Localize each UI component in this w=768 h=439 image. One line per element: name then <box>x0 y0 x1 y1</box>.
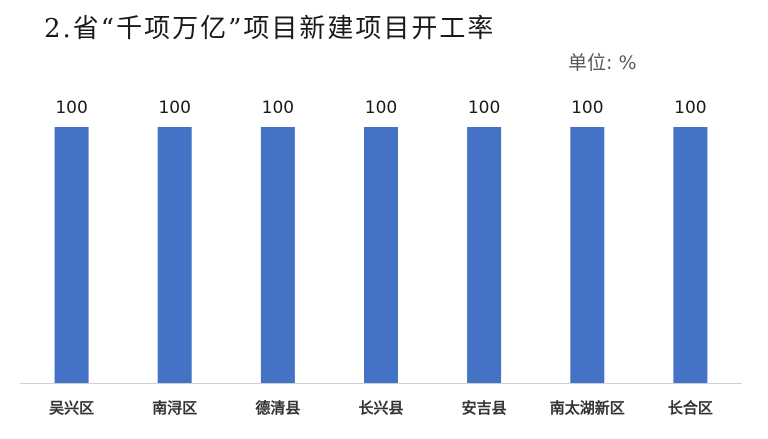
category-label-0: 吴兴区 <box>49 399 94 417</box>
category-label-3: 长兴县 <box>358 399 403 417</box>
value-label-3: 100 <box>365 98 397 118</box>
category-label-5: 南太湖新区 <box>550 399 625 417</box>
category-label-1: 南浔区 <box>152 399 197 417</box>
value-label-2: 100 <box>262 98 294 118</box>
value-label-4: 100 <box>468 98 500 118</box>
bar-4 <box>467 127 502 383</box>
value-label-1: 100 <box>158 98 190 118</box>
value-label-5: 100 <box>571 98 603 118</box>
category-label-2: 德清县 <box>255 399 300 417</box>
bar-1 <box>157 127 192 383</box>
unit-label: 单位: % <box>568 52 637 74</box>
bar-3 <box>364 127 398 383</box>
category-label-group: 吴兴区 南浔区 德清县 长兴县 安吉县 南太湖新区 长合区 <box>49 399 713 417</box>
value-label-group: 100 100 100 100 100 100 100 <box>55 98 706 118</box>
bar-5 <box>570 127 605 383</box>
category-label-4: 安吉县 <box>462 399 507 417</box>
value-label-0: 100 <box>55 98 87 118</box>
bar-0 <box>54 127 89 383</box>
category-label-6: 长合区 <box>668 399 713 417</box>
value-label-6: 100 <box>674 98 706 118</box>
bar-2 <box>260 127 295 383</box>
page-title: 2.省“千项万亿”项目新建项目开工率 <box>44 14 496 44</box>
bar-group <box>54 127 708 383</box>
bar-6 <box>673 127 708 383</box>
